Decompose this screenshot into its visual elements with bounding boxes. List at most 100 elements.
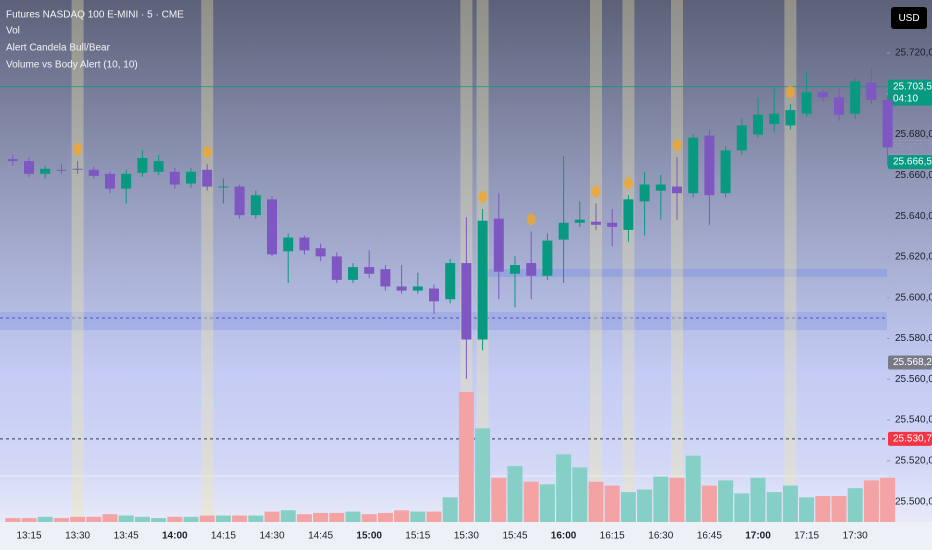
volume-bar	[280, 510, 296, 522]
candle-body	[56, 169, 67, 171]
alert-dot	[672, 139, 682, 152]
indicator-label: Alert Candela Bull/Bear	[6, 43, 111, 54]
x-tick-label: 16:15	[600, 531, 625, 542]
volume-bar	[442, 497, 458, 522]
candle-body	[137, 158, 148, 173]
alert-dot	[591, 185, 601, 198]
candle-body	[331, 256, 342, 280]
volume-bar	[782, 485, 798, 522]
price-label-bg	[888, 155, 932, 170]
x-tick-label: 17:00	[745, 531, 771, 542]
price-label-bg	[888, 431, 932, 446]
y-tick-label: 25.660,00	[895, 170, 932, 181]
x-tick-label: 14:00	[162, 531, 188, 542]
candle-body	[720, 150, 731, 194]
candle-body	[396, 286, 407, 291]
y-tick-label: 25.560,00	[895, 374, 932, 385]
alert-band	[201, 0, 214, 522]
indicator-label: Vol	[6, 26, 20, 37]
volume-bar	[491, 477, 507, 522]
alert-band	[784, 0, 797, 522]
volume-bar	[572, 467, 588, 522]
candle-body	[218, 186, 229, 188]
y-tick-label: 25.540,00	[895, 415, 932, 426]
candle-body	[801, 92, 812, 114]
volume-bar	[880, 477, 896, 522]
volume-bar	[377, 512, 393, 522]
candle-body	[40, 168, 51, 174]
volume-bar	[523, 481, 539, 522]
volume-bar	[248, 515, 264, 522]
candle-body	[817, 92, 828, 98]
volume-bar	[70, 516, 86, 522]
alert-dot	[623, 177, 633, 190]
currency-label[interactable]: USD	[898, 13, 919, 24]
zone-band	[0, 312, 887, 330]
volume-bar	[847, 488, 863, 522]
candle-body	[202, 169, 213, 187]
volume-bar	[475, 428, 491, 522]
volume-bar	[458, 392, 474, 522]
x-tick-label: 13:15	[16, 531, 41, 542]
alert-dot	[526, 213, 536, 226]
candle-body	[445, 263, 456, 300]
x-tick-label: 16:00	[551, 531, 577, 542]
volume-bar	[718, 480, 734, 522]
candle-body	[834, 97, 844, 115]
y-tick-label: 25.520,00	[895, 455, 932, 466]
candle-body	[153, 161, 164, 172]
candle-body	[623, 199, 634, 230]
price-label-bg	[888, 79, 932, 106]
volume-bar	[183, 516, 199, 522]
volume-bar	[653, 476, 669, 522]
candle-body	[72, 168, 83, 170]
candle-body	[315, 248, 326, 257]
alert-dot	[478, 191, 488, 204]
volume-bar	[151, 518, 167, 522]
x-tick-label: 15:45	[502, 531, 527, 542]
candle-body	[850, 81, 861, 114]
volume-bar	[86, 516, 102, 522]
volume-bar	[507, 466, 523, 522]
volume-bar	[361, 514, 377, 522]
candle-body	[704, 135, 715, 196]
candle-body	[477, 220, 488, 340]
price-label: 25.703,50	[893, 81, 932, 92]
currency-button[interactable]	[891, 7, 927, 29]
volume-bar	[556, 454, 572, 522]
candle-body	[510, 265, 520, 274]
x-tick-label: 15:15	[405, 531, 430, 542]
y-tick-label: 25.620,00	[895, 252, 932, 263]
volume-bar	[21, 518, 37, 522]
indicator-label: Volume vs Body Alert (10, 10)	[6, 60, 138, 71]
countdown-label: 04:10	[893, 93, 918, 104]
volume-bar	[345, 511, 361, 522]
x-tick-label: 14:45	[308, 531, 333, 542]
symbol-title: Futures NASDAQ 100 E-MINI · 5 · CME	[6, 10, 184, 21]
alert-dot	[202, 146, 212, 159]
x-tick-label: 17:15	[794, 531, 819, 542]
volume-bar	[5, 518, 21, 522]
candle-body	[655, 184, 666, 191]
candle-body	[542, 240, 553, 276]
volume-bar	[118, 515, 134, 522]
candle-body	[283, 237, 294, 252]
candle-body	[250, 195, 261, 216]
volume-bar	[766, 492, 782, 522]
volume-bar	[264, 511, 280, 522]
candle-body	[234, 186, 245, 216]
volume-bar	[215, 515, 231, 522]
volume-bar	[134, 516, 150, 522]
volume-bar	[426, 511, 442, 522]
volume-bar	[669, 477, 685, 522]
volume-bar	[167, 516, 183, 522]
x-tick-label: 16:45	[697, 531, 722, 542]
time-axis-bg	[0, 522, 932, 550]
volume-bar	[831, 496, 847, 522]
volume-bar	[329, 512, 345, 522]
candle-body	[429, 288, 439, 302]
candle-body	[639, 184, 650, 202]
candle-body	[348, 267, 358, 280]
candle-body	[688, 137, 699, 194]
volume-bar	[604, 485, 620, 522]
